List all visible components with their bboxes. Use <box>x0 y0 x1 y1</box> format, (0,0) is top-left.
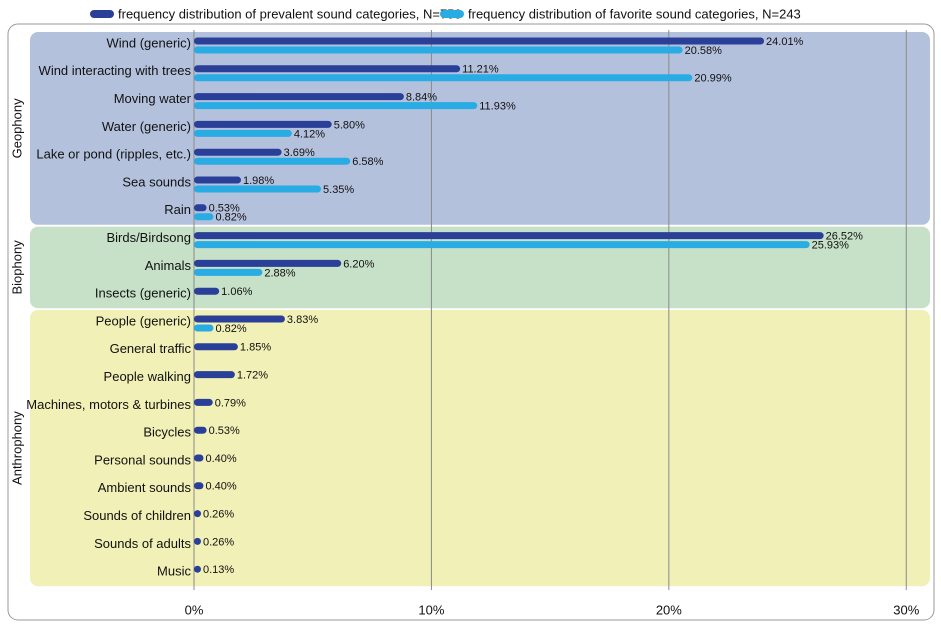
y-tick-label: Wind interacting with trees <box>39 63 192 78</box>
bar <box>194 398 213 406</box>
value-label: 6.20% <box>343 258 374 270</box>
value-label: 0.40% <box>205 481 236 493</box>
bar <box>194 482 204 490</box>
value-label: 24.01% <box>766 36 804 48</box>
value-label: 0.82% <box>215 323 246 335</box>
bar <box>194 46 683 54</box>
group-label: Biophony <box>9 240 24 295</box>
x-tick-label: 30% <box>893 602 919 617</box>
group-label: Geophony <box>9 98 24 158</box>
bar <box>194 148 282 156</box>
value-label: 8.84% <box>406 92 437 104</box>
y-tick-label: Moving water <box>114 91 192 106</box>
y-tick-label: People walking <box>104 369 191 384</box>
bar <box>194 129 292 137</box>
y-tick-label: Sounds of adults <box>94 536 191 551</box>
value-label: 5.80% <box>334 119 365 131</box>
bar <box>194 37 765 45</box>
y-tick-label: Animals <box>145 258 192 273</box>
value-label: 6.58% <box>352 156 383 168</box>
x-tick-label: 0% <box>185 602 204 617</box>
bar <box>194 259 342 267</box>
bar <box>194 204 207 212</box>
value-label: 0.82% <box>215 212 246 224</box>
y-tick-label: Wind (generic) <box>106 35 191 50</box>
legend-swatch <box>440 10 464 18</box>
y-tick-label: Sounds of children <box>83 508 191 523</box>
y-tick-label: Bicycles <box>143 425 191 440</box>
bar <box>194 454 204 462</box>
bar <box>194 510 201 518</box>
bar <box>194 120 332 128</box>
bar <box>194 176 242 184</box>
value-label: 1.85% <box>240 342 271 354</box>
value-label: 0.53% <box>209 425 240 437</box>
bar <box>194 157 351 165</box>
value-label: 1.98% <box>243 175 274 187</box>
value-label: 4.12% <box>294 128 325 140</box>
y-tick-label: Ambient sounds <box>98 480 192 495</box>
value-label: 2.88% <box>264 267 295 279</box>
bar <box>194 93 404 101</box>
legend-label: frequency distribution of prevalent soun… <box>118 6 462 21</box>
bar <box>194 565 201 573</box>
bar <box>194 232 824 240</box>
bar <box>194 65 461 73</box>
bar <box>194 213 214 221</box>
value-label: 20.58% <box>685 45 723 57</box>
value-label: 3.69% <box>284 147 315 159</box>
bar <box>194 287 220 295</box>
value-label: 0.26% <box>203 536 234 548</box>
value-label: 0.13% <box>203 564 234 576</box>
value-label: 20.99% <box>694 73 732 85</box>
value-label: 1.72% <box>237 370 268 382</box>
value-label: 11.21% <box>462 64 499 76</box>
bar <box>194 324 214 332</box>
value-label: 0.26% <box>203 509 234 521</box>
y-tick-label: General traffic <box>110 341 192 356</box>
value-label: 25.93% <box>812 240 850 252</box>
y-tick-label: Personal sounds <box>94 452 191 467</box>
group-band <box>30 310 930 587</box>
bar <box>194 241 810 249</box>
y-tick-label: Machines, motors & turbines <box>26 397 191 412</box>
bar <box>194 426 207 434</box>
value-label: 3.83% <box>287 314 318 326</box>
y-tick-label: Lake or pond (ripples, etc.) <box>36 147 191 162</box>
y-tick-label: Rain <box>164 202 191 217</box>
value-label: 0.79% <box>215 397 246 409</box>
y-tick-label: People (generic) <box>96 313 191 328</box>
value-label: 26.52% <box>826 231 864 243</box>
value-label: 1.06% <box>221 286 252 298</box>
legend-swatch <box>90 10 114 18</box>
value-label: 0.40% <box>205 453 236 465</box>
legend-label: frequency distribution of favorite sound… <box>468 6 801 21</box>
y-tick-label: Insects (generic) <box>95 286 191 301</box>
value-label: 0.53% <box>209 203 240 215</box>
group-label: Anthrophony <box>9 411 24 485</box>
bar <box>194 315 285 323</box>
bar <box>194 185 322 193</box>
y-tick-label: Water (generic) <box>102 119 191 134</box>
bar <box>194 74 693 82</box>
y-tick-label: Music <box>157 564 191 579</box>
bar <box>194 371 235 379</box>
y-tick-label: Sea sounds <box>122 174 191 189</box>
value-label: 5.35% <box>323 184 354 196</box>
bar <box>194 268 263 276</box>
value-label: 11.93% <box>479 101 516 113</box>
bar <box>194 102 478 110</box>
bar <box>194 343 238 351</box>
y-tick-label: Birds/Birdsong <box>106 230 191 245</box>
x-tick-label: 20% <box>656 602 682 617</box>
bar <box>194 537 201 545</box>
x-tick-label: 10% <box>418 602 444 617</box>
